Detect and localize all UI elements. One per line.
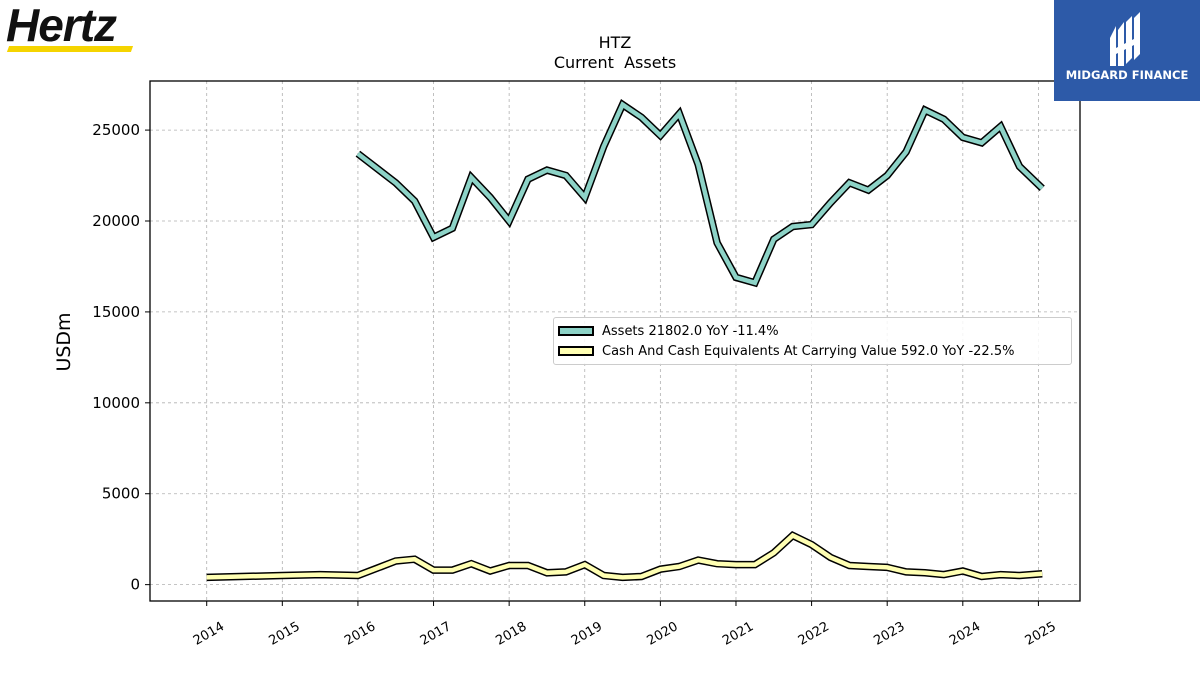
y-tick-label: 5000	[102, 485, 140, 503]
series-outline-assets	[355, 98, 1045, 288]
midgard-finance-logo: MIDGARD FINANCE	[1054, 0, 1200, 101]
x-tick-label: 2018	[493, 619, 529, 649]
y-tick-label: 0	[130, 576, 140, 594]
hertz-logo: Hertz	[6, 2, 138, 54]
midgard-emblem-icon	[1110, 12, 1140, 66]
legend-item-cash: Cash And Cash Equivalents At Carrying Va…	[554, 341, 1014, 361]
legend-swatch-cash	[558, 346, 594, 356]
x-tick-label: 2021	[720, 619, 756, 649]
hertz-logo-bar	[6, 46, 134, 52]
hertz-logo-text: Hertz	[6, 0, 117, 51]
x-tick-label: 2025	[1023, 619, 1059, 649]
midgard-logo-text: MIDGARD FINANCE	[1065, 68, 1189, 82]
series-layer	[206, 98, 1045, 582]
chart-title: HTZ	[599, 33, 632, 52]
y-axis-label: USDm	[53, 312, 75, 371]
x-tick-label: 2017	[418, 619, 454, 649]
series-line-cash	[206, 532, 1043, 580]
series-line-assets	[356, 101, 1044, 286]
y-tick-label: 15000	[92, 303, 140, 321]
chart-subtitle: Current Assets	[554, 53, 676, 72]
y-tick-label: 20000	[92, 212, 140, 230]
legend-swatch-assets	[558, 326, 594, 336]
x-tick-label: 2015	[266, 619, 302, 649]
y-tick-label: 25000	[92, 121, 140, 139]
x-tick-label: 2016	[342, 619, 378, 649]
x-tick-label: 2023	[871, 619, 907, 649]
chart-legend: Assets 21802.0 YoY -11.4% Cash And Cash …	[553, 317, 1072, 365]
x-tick-label: 2014	[191, 619, 227, 649]
plot-frame	[149, 80, 1081, 602]
x-tick-label: 2019	[569, 619, 605, 649]
x-tick-label: 2020	[645, 619, 681, 649]
y-tick-label: 10000	[92, 394, 140, 412]
legend-item-assets: Assets 21802.0 YoY -11.4%	[554, 321, 779, 341]
legend-label-cash: Cash And Cash Equivalents At Carrying Va…	[602, 343, 1015, 359]
grid-layer	[150, 81, 1080, 601]
x-tick-label: 2024	[947, 619, 983, 649]
legend-label-assets: Assets 21802.0 YoY -11.4%	[602, 323, 779, 339]
x-tick-label: 2022	[796, 619, 832, 649]
